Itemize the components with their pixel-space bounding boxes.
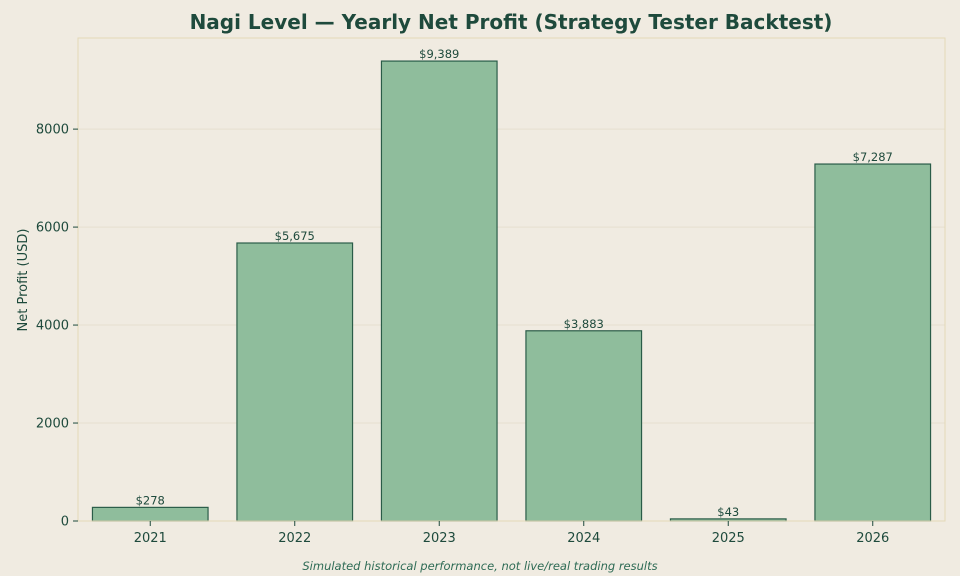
plot-area-frame <box>77 37 946 522</box>
bar-value-label: $278 <box>136 493 165 507</box>
gridlines <box>78 128 945 424</box>
x-tick-label: 2025 <box>712 531 745 546</box>
x-axis-ticks: 2021 2022 2023 2024 2025 2026 <box>134 521 889 546</box>
bar <box>814 163 932 522</box>
bar <box>236 242 354 522</box>
x-tick-label: 2021 <box>134 531 167 546</box>
bar-value-label: $3,883 <box>564 317 604 331</box>
bar <box>525 330 643 522</box>
y-tick-label: 4000 <box>36 319 69 334</box>
x-tick-label: 2022 <box>278 531 311 546</box>
bar-value-label: $43 <box>717 505 739 519</box>
bar <box>380 60 498 522</box>
y-axis-label: Net Profit (USD) <box>16 229 31 332</box>
data-labels: $278 $5,675 $9,389 $3,883 $43 $7,287 <box>136 47 893 519</box>
y-tick-label: 8000 <box>36 123 69 138</box>
y-tick-label: 6000 <box>36 221 69 236</box>
bar <box>91 506 209 522</box>
x-tick-label: 2024 <box>567 531 600 546</box>
bar-value-label: $7,287 <box>853 150 893 164</box>
footnote: Simulated historical performance, not li… <box>302 559 657 573</box>
bar-value-label: $9,389 <box>419 47 459 61</box>
x-tick-label: 2023 <box>423 531 456 546</box>
y-axis-ticks: 0 2000 4000 6000 8000 <box>36 123 78 530</box>
chart-title: Nagi Level — Yearly Net Profit (Strategy… <box>190 10 833 34</box>
y-tick-label: 0 <box>61 515 69 530</box>
y-tick-label: 2000 <box>36 417 69 432</box>
bars <box>91 60 932 522</box>
bar-value-label: $5,675 <box>275 229 315 243</box>
x-tick-label: 2026 <box>856 531 889 546</box>
